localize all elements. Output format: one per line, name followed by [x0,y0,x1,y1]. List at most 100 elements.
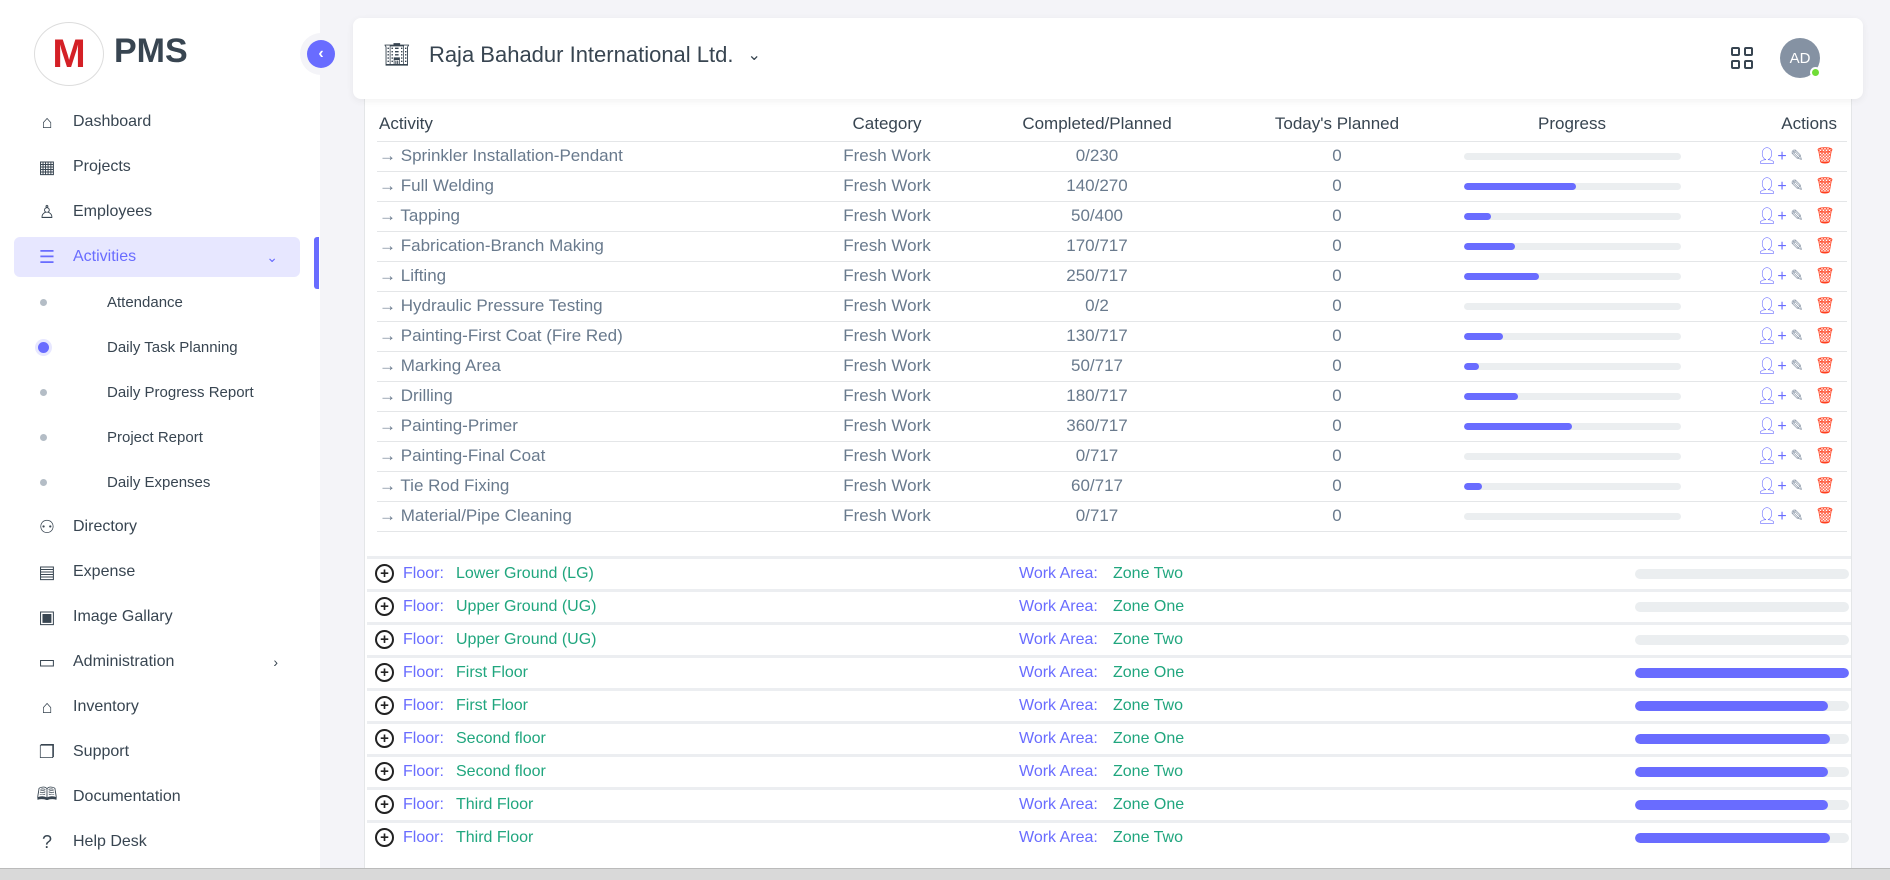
expand-plus-icon[interactable]: + [375,629,394,649]
expand-plus-icon[interactable]: + [375,794,394,814]
floor-row[interactable]: + Floor: Upper Ground (UG) Work Area: Zo… [367,588,1851,622]
assign-user-icon[interactable]: 👤︎+ [1757,357,1787,375]
edit-icon[interactable]: ✎ [1790,237,1804,255]
completed-planned-cell: 360/717 [977,411,1217,442]
sidebar-subitem-daily-progress-report[interactable]: Daily Progress Report [40,380,254,404]
delete-icon[interactable]: 🗑︎ [1814,237,1836,255]
project-selector[interactable]: 🏢︎ Raja Bahadur International Ltd. ⌄ [383,42,761,68]
bullet-icon [40,433,47,441]
assign-user-icon[interactable]: 👤︎+ [1757,267,1787,285]
progress-fill [1463,272,1540,280]
sidebar-item-dashboard[interactable]: ⌂ Dashboard [14,102,300,142]
sidebar-item-support[interactable]: ❐ Support [14,732,300,772]
delete-icon[interactable]: 🗑︎ [1814,387,1836,405]
delete-icon[interactable]: 🗑︎ [1814,447,1836,465]
expand-plus-icon[interactable]: + [375,695,394,715]
collapse-sidebar-button[interactable]: ‹ [307,40,335,68]
activity-cell: → Fabrication-Branch Making [377,231,797,262]
sidebar-item-help-desk[interactable]: ? Help Desk [14,822,300,862]
expand-plus-icon[interactable]: + [375,662,394,682]
assign-user-icon[interactable]: 👤︎+ [1757,507,1787,525]
actions-cell: 👤︎+ ✎ 🗑︎ [1687,381,1847,412]
assign-user-icon[interactable]: 👤︎+ [1757,387,1787,405]
progress-bar [1463,512,1681,520]
edit-icon[interactable]: ✎ [1790,267,1804,285]
delete-icon[interactable]: 🗑︎ [1814,267,1836,285]
delete-icon[interactable]: 🗑︎ [1814,357,1836,375]
progress-cell [1457,291,1687,322]
edit-icon[interactable]: ✎ [1790,357,1804,375]
assign-user-icon[interactable]: 👤︎+ [1757,297,1787,315]
sidebar-item-activities[interactable]: ☰ Activities ⌄ [14,237,300,277]
expand-plus-icon[interactable]: + [375,596,394,616]
edit-icon[interactable]: ✎ [1790,507,1804,525]
sidebar-subitem-attendance[interactable]: Attendance [40,290,183,314]
floor-row[interactable]: + Floor: Lower Ground (LG) Work Area: Zo… [367,555,1851,589]
expand-plus-icon[interactable]: + [375,728,394,748]
expand-plus-icon[interactable]: + [375,761,394,781]
edit-icon[interactable]: ✎ [1790,387,1804,405]
floor-row[interactable]: + Floor: Second floor Work Area: Zone On… [367,720,1851,754]
sidebar-item-image-gallary[interactable]: ▣ Image Gallary [14,597,300,637]
sidebar-subitem-daily-expenses[interactable]: Daily Expenses [40,470,210,494]
floor-label: Floor: [403,696,444,714]
sidebar-item-employees[interactable]: ♙ Employees [14,192,300,232]
assign-user-icon[interactable]: 👤︎+ [1757,417,1787,435]
edit-icon[interactable]: ✎ [1790,297,1804,315]
delete-icon[interactable]: 🗑︎ [1814,297,1836,315]
delete-icon[interactable]: 🗑︎ [1814,417,1836,435]
completed-planned-cell: 60/717 [977,471,1217,502]
todays-planned-cell: 0 [1217,291,1457,322]
delete-icon[interactable]: 🗑︎ [1814,207,1836,225]
edit-icon[interactable]: ✎ [1790,207,1804,225]
assign-user-icon[interactable]: 👤︎+ [1757,237,1787,255]
progress-bar [1463,482,1681,490]
sidebar-subitem-project-report[interactable]: Project Report [40,425,203,449]
sidebar-item-administration[interactable]: ▭ Administration › [14,642,300,682]
expand-plus-icon[interactable]: + [375,827,394,847]
category-cell: Fresh Work [797,201,977,232]
assign-user-icon[interactable]: 👤︎+ [1757,447,1787,465]
floor-row[interactable]: + Floor: Third Floor Work Area: Zone One [367,786,1851,820]
assign-user-icon[interactable]: 👤︎+ [1757,147,1787,165]
expand-plus-icon[interactable]: + [375,563,394,583]
edit-icon[interactable]: ✎ [1790,477,1804,495]
progress-bar [1463,332,1681,340]
work-area-label: Work Area: [1019,663,1098,681]
avatar[interactable]: AD [1780,38,1821,78]
edit-icon[interactable]: ✎ [1790,417,1804,435]
assign-user-icon[interactable]: 👤︎+ [1757,177,1787,195]
delete-icon[interactable]: 🗑︎ [1814,147,1836,165]
apps-grid-icon[interactable] [1731,47,1753,69]
activity-cell: → Material/Pipe Cleaning [377,501,797,532]
activity-name: Painting-Final Coat [400,446,546,465]
floor-row[interactable]: + Floor: Third Floor Work Area: Zone Two [367,819,1851,853]
assign-user-icon[interactable]: 👤︎+ [1757,477,1787,495]
activity-cell: → Drilling [377,381,797,412]
delete-icon[interactable]: 🗑︎ [1814,327,1836,345]
sidebar-item-inventory[interactable]: ⌂ Inventory [14,687,300,727]
floor-label: Floor: [403,795,444,813]
sidebar-item-projects[interactable]: ▦ Projects [14,147,300,187]
floor-row[interactable]: + Floor: First Floor Work Area: Zone Two [367,687,1851,721]
floor-row[interactable]: + Floor: Upper Ground (UG) Work Area: Zo… [367,621,1851,655]
sidebar-subitem-daily-task-planning[interactable]: Daily Task Planning [38,335,238,359]
delete-icon[interactable]: 🗑︎ [1814,507,1836,525]
floor-progress-bar [1635,733,1849,744]
sidebar-item-directory[interactable]: ⚇ Directory [14,507,300,547]
assign-user-icon[interactable]: 👤︎+ [1757,207,1787,225]
edit-icon[interactable]: ✎ [1790,447,1804,465]
sidebar-item-expense[interactable]: ▤ Expense [14,552,300,592]
sidebar-item-label: Dashboard [73,113,152,130]
work-area-name: Zone Two [1113,564,1183,582]
sidebar-item-documentation[interactable]: 🕮︎ Documentation [14,777,300,817]
delete-icon[interactable]: 🗑︎ [1814,477,1836,495]
delete-icon[interactable]: 🗑︎ [1814,177,1836,195]
edit-icon[interactable]: ✎ [1790,147,1804,165]
floor-row[interactable]: + Floor: First Floor Work Area: Zone One [367,654,1851,688]
edit-icon[interactable]: ✎ [1790,327,1804,345]
edit-icon[interactable]: ✎ [1790,177,1804,195]
assign-user-icon[interactable]: 👤︎+ [1757,327,1787,345]
sidebar-item-label: Inventory [73,698,139,715]
floor-row[interactable]: + Floor: Second floor Work Area: Zone Tw… [367,753,1851,787]
